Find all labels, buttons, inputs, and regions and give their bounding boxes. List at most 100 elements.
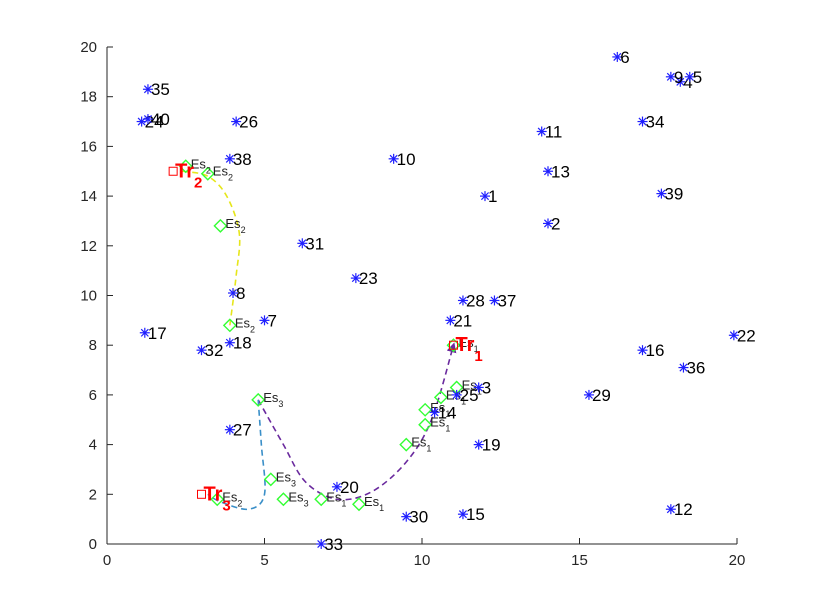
node-star-stroke bbox=[543, 167, 553, 176]
sensor-label: Es2 bbox=[213, 164, 233, 183]
target-marker bbox=[197, 489, 206, 499]
node-label: 4 bbox=[683, 73, 692, 92]
sensor-subscript: 1 bbox=[477, 386, 482, 396]
node-star-stroke bbox=[638, 346, 647, 355]
sensor-subscript: 2 bbox=[228, 173, 233, 183]
node-31: 31 bbox=[297, 234, 324, 253]
node-23: 23 bbox=[350, 269, 378, 288]
sensor-subscript: 3 bbox=[291, 478, 296, 488]
path-tr1 bbox=[257, 342, 457, 501]
y-tick-label: 12 bbox=[80, 238, 97, 255]
node-label: 40 bbox=[151, 110, 170, 129]
node-30: 30 bbox=[401, 508, 428, 527]
sensor-diamond bbox=[276, 492, 291, 507]
node-20: 20 bbox=[331, 478, 359, 497]
sensor-subscript: 2 bbox=[206, 165, 211, 175]
node-star-stroke bbox=[197, 346, 206, 355]
node-label: 2 bbox=[551, 214, 560, 233]
node-12: 12 bbox=[665, 500, 693, 519]
sensor-diamond bbox=[418, 417, 433, 432]
node-label: 38 bbox=[233, 150, 252, 169]
sensor-diamond bbox=[418, 402, 433, 417]
sensor-label: Es3 bbox=[276, 469, 296, 488]
node-label: 19 bbox=[482, 436, 501, 455]
node-label: 17 bbox=[148, 324, 167, 343]
sensor-diamond bbox=[352, 497, 366, 512]
node-label: 6 bbox=[620, 48, 629, 67]
sensor-subscript: 3 bbox=[278, 399, 283, 409]
target-marker bbox=[168, 166, 178, 176]
node-label: 35 bbox=[151, 80, 170, 99]
node-15: 15 bbox=[457, 505, 485, 524]
node-star-stroke bbox=[474, 383, 483, 392]
node-star-stroke bbox=[351, 274, 360, 283]
target-subscript: 2 bbox=[194, 174, 202, 191]
sensor-label: Es2 bbox=[191, 156, 211, 175]
node-star-stroke bbox=[458, 296, 467, 305]
y-tick-label: 0 bbox=[89, 536, 97, 553]
node-37: 37 bbox=[489, 291, 516, 310]
node-label: 23 bbox=[359, 269, 378, 288]
node-star-stroke bbox=[140, 328, 149, 337]
node-star-stroke bbox=[402, 512, 411, 521]
node-17: 17 bbox=[139, 324, 167, 343]
node-label: 11 bbox=[545, 122, 563, 141]
sensor-label: Es3 bbox=[263, 390, 283, 409]
node-star-stroke bbox=[430, 408, 439, 417]
node-16: 16 bbox=[637, 341, 664, 360]
sensor-subscript: 1 bbox=[445, 424, 450, 434]
sensor-diamond bbox=[263, 472, 278, 487]
target-label: Tr3 bbox=[204, 483, 231, 514]
node-1: 1 bbox=[480, 187, 497, 206]
node-10: 10 bbox=[388, 150, 416, 169]
node-star-stroke bbox=[232, 117, 241, 126]
sensor-label: Es2 bbox=[222, 489, 242, 508]
node-star-stroke bbox=[143, 115, 152, 124]
node-7: 7 bbox=[259, 311, 277, 330]
sensor-label: Es1 bbox=[430, 415, 450, 434]
y-tick-label: 8 bbox=[89, 337, 97, 354]
x-tick-label: 20 bbox=[729, 552, 746, 569]
node-star-stroke bbox=[474, 440, 483, 449]
node-star-stroke bbox=[228, 288, 238, 298]
node-label: 34 bbox=[646, 113, 665, 132]
node-39: 39 bbox=[656, 185, 683, 204]
x-tick-label: 10 bbox=[414, 552, 431, 569]
node-label: 14 bbox=[438, 403, 457, 422]
node-6: 6 bbox=[612, 48, 630, 67]
node-label: 28 bbox=[466, 291, 485, 310]
node-star-stroke bbox=[666, 505, 675, 514]
node-13: 13 bbox=[543, 162, 570, 181]
sensor-label: Es3 bbox=[288, 489, 308, 508]
node-28: 28 bbox=[457, 291, 485, 310]
node-label: 5 bbox=[693, 68, 702, 87]
node-11: 11 bbox=[536, 122, 563, 141]
node-2: 2 bbox=[543, 214, 560, 233]
sensor-label: Es2 bbox=[235, 315, 255, 334]
node-25: 25 bbox=[451, 386, 479, 405]
node-star-stroke bbox=[657, 189, 666, 198]
x-tick-label: 0 bbox=[103, 552, 111, 569]
node-star-stroke bbox=[584, 390, 593, 399]
sensor-diamond bbox=[399, 437, 414, 452]
y-tick-label: 18 bbox=[80, 89, 97, 106]
node-star-stroke bbox=[389, 154, 398, 163]
node-label: 37 bbox=[497, 291, 516, 310]
node-star-stroke bbox=[458, 510, 467, 519]
node-star-stroke bbox=[537, 127, 546, 136]
node-label: 29 bbox=[592, 386, 611, 405]
sensor-subscript: 1 bbox=[474, 344, 479, 354]
node-label: 18 bbox=[233, 334, 252, 353]
node-star-stroke bbox=[225, 154, 234, 163]
node-29: 29 bbox=[583, 386, 611, 405]
sensor-diamond bbox=[314, 492, 329, 507]
y-tick-label: 10 bbox=[80, 288, 97, 305]
node-star-stroke bbox=[666, 72, 675, 81]
sensor-label: Es1 bbox=[459, 335, 479, 354]
node-38: 38 bbox=[224, 150, 252, 169]
node-star-stroke bbox=[543, 219, 553, 228]
node-3: 3 bbox=[473, 378, 491, 397]
sensor-diamond bbox=[222, 318, 237, 333]
path-layer bbox=[182, 170, 457, 511]
x-tick-label: 15 bbox=[571, 552, 588, 569]
